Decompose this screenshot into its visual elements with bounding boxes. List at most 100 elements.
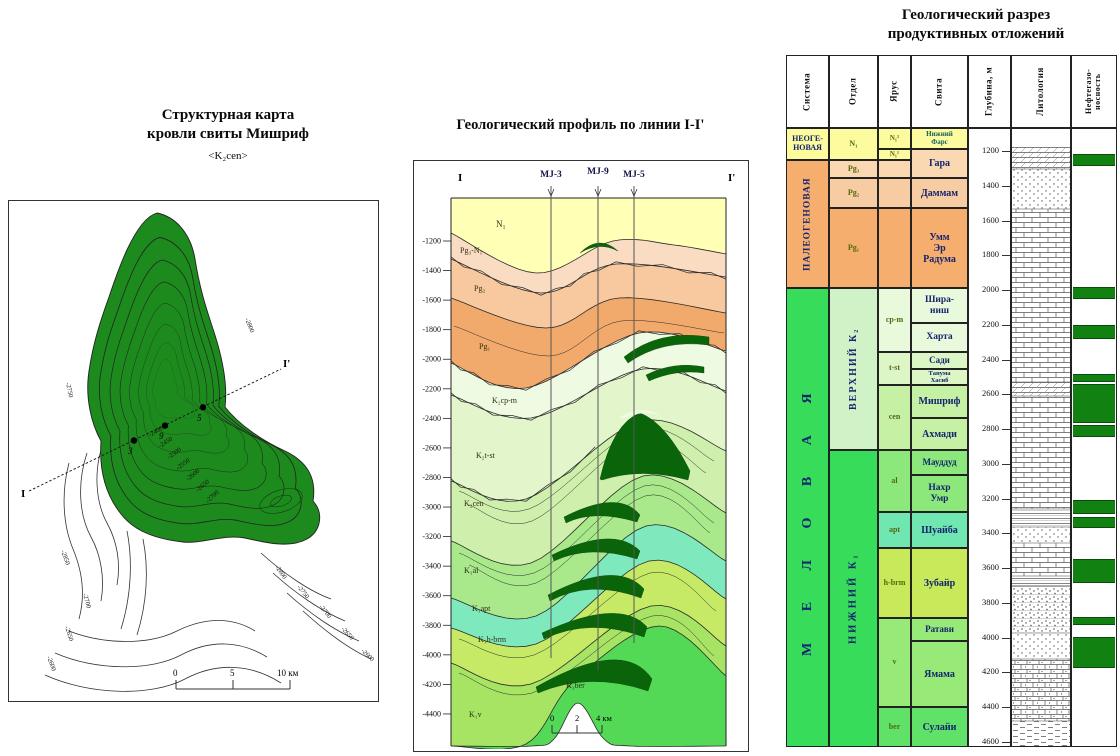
otdel-upper-k2: ВЕРХНИЙ К₂ xyxy=(829,288,878,450)
depth-tick-label: 3600 xyxy=(982,562,999,573)
depth-tick-label: 3400 xyxy=(982,527,999,538)
col-header-litologia: Литология xyxy=(1011,55,1071,128)
yarus-tst: t-st xyxy=(878,352,911,385)
reservoir-lenses xyxy=(535,242,710,694)
oil-gas-bar xyxy=(1073,154,1115,166)
profile-scale-4: 4 км xyxy=(596,713,613,723)
yarus-ber: ber xyxy=(878,707,911,747)
depth-tick-line xyxy=(1002,185,1010,187)
structural-map-svg: 3 9 5 I I' 0 5 10 км -2400-2450-2500-255… xyxy=(21,212,375,692)
depth-tick-line xyxy=(1002,672,1010,674)
depth-tick-line xyxy=(1002,220,1010,222)
depth-tick-label: 1200 xyxy=(982,145,999,155)
well-arrow-icon xyxy=(594,188,602,198)
depth-tick-line xyxy=(1002,498,1010,500)
profile-title: Геологический профиль по линии I-I' xyxy=(456,117,705,133)
depth-tick-label: 3800 xyxy=(982,596,999,607)
depth-tick-line xyxy=(1002,359,1010,361)
profile-depth-label: -2400 xyxy=(422,414,441,423)
svita-yamama: Ямама xyxy=(911,641,968,707)
layer-label-pg2: Pg₂ xyxy=(474,284,485,293)
profile-depth-label: -2600 xyxy=(422,443,441,452)
well-dot-9 xyxy=(161,422,169,429)
svita-mauddud: Мауддуд xyxy=(911,450,968,475)
profile-scale-0: 0 xyxy=(550,713,554,723)
yarus-apt: apt xyxy=(878,512,911,548)
oil-gas-bar xyxy=(1073,286,1115,299)
profile-wells: MJ-3 MJ-9 MJ-5 xyxy=(540,167,645,671)
svita-ahmadi: Ахмади xyxy=(911,418,968,450)
layer-label-k1ber: K₁ber xyxy=(566,681,585,690)
map-title: Структурная карта кровли свиты Мишриф xyxy=(147,107,309,142)
depth-tick-label: 1800 xyxy=(982,249,999,260)
yarus-n12: N₁² xyxy=(878,128,911,149)
depth-tick-label: 1400 xyxy=(982,179,999,190)
otdel-lower-k1: НИЖНИЙ К₁ xyxy=(829,450,878,747)
layer-boundary-line xyxy=(450,474,727,566)
profile-scale-2: 2 xyxy=(575,713,579,723)
svita-fars: Нижний Фарс xyxy=(911,128,968,149)
depth-tick-label: 4400 xyxy=(982,701,999,712)
yarus-cpm: cp-m xyxy=(878,288,911,352)
otdel-pg2: Pg₂ xyxy=(829,178,878,208)
otdel-pg1: Pg₁ xyxy=(829,208,878,288)
svita-sulaiy: Сулайи xyxy=(911,707,968,747)
depth-tick-label: 1600 xyxy=(982,214,999,225)
depth-axis: -1200 -1400 -1600 -1800 -2000 -2200 -2400 -2600… xyxy=(422,237,451,718)
svita-nahr-umr: Нахр Умр xyxy=(911,475,968,512)
system-cretaceous: М Е Л О В А Я xyxy=(786,288,829,747)
profile-scale-bar xyxy=(551,725,603,734)
strat-band xyxy=(451,259,726,328)
depth-tick-line xyxy=(1002,394,1010,396)
depth-tick-line xyxy=(1002,290,1010,292)
contour-label: -2600 xyxy=(45,655,57,672)
minor-boundary-line xyxy=(458,484,715,576)
unconformity-zigzag-line xyxy=(450,256,727,296)
map-wells: 3 9 5 xyxy=(127,404,207,456)
col-header-otdel: Отдел xyxy=(829,55,878,128)
layer-label-k2tst: K₂t-st xyxy=(476,451,496,460)
svita-mishrif: Мишриф xyxy=(911,385,968,418)
layer-boundary-line xyxy=(450,604,727,687)
section-line xyxy=(28,368,282,492)
oil-gas-bar xyxy=(1073,636,1115,669)
contour-label: -2650 xyxy=(63,625,74,642)
col-header-neftegazonosnost: Нефтегазо- носность xyxy=(1071,55,1117,128)
structural-map-panel: 3 9 5 I I' 0 5 10 км -2400 -2450 -2500 -255… xyxy=(8,200,379,702)
unconformity-zigzag-line xyxy=(450,446,596,502)
layer-label-pg1: Pg₁ xyxy=(479,342,490,351)
map-scale-10: 10 км xyxy=(277,668,299,678)
yarus-cell-empty xyxy=(878,208,911,288)
strat-title: Геологический разрез продуктивных отложе… xyxy=(887,7,1065,42)
layer-label-k1apt: K₁apt xyxy=(472,604,491,613)
crest-cap xyxy=(620,409,660,419)
svita-dammam: Даммам xyxy=(911,178,968,208)
map-scale-bar xyxy=(175,680,291,690)
depth-tick-label: 4600 xyxy=(982,735,999,746)
depth-tick-label: 4200 xyxy=(982,666,999,677)
layer-boundary-line xyxy=(450,232,727,274)
depth-tick-label: 2600 xyxy=(982,388,999,399)
map-subtitle: <K₂cen> xyxy=(208,150,248,162)
otdel-n1: N₁ xyxy=(829,128,878,160)
depth-tick-line xyxy=(1002,151,1010,152)
col-header-yarus: Ярус xyxy=(878,55,911,128)
svita-sadi: Сади xyxy=(911,352,968,369)
minor-boundary-line xyxy=(468,494,711,587)
profile-depth-label: -3800 xyxy=(422,621,441,630)
minor-boundary-line xyxy=(458,615,715,696)
system-paleogene: ПАЛЕОГЕНОВАЯ xyxy=(786,160,829,288)
well-arrow-icon xyxy=(547,188,555,198)
layer-labels: N₁ Pg₃-N₁ Pg₂ Pg₁ K₂cp-m K₂t-st K₂cen K₁… xyxy=(460,219,585,719)
layer-label-k2cen: K₂cen xyxy=(464,499,484,508)
contour-label: -2750 xyxy=(295,584,310,600)
svita-harta: Харта xyxy=(911,323,968,352)
depth-tick-label: 3000 xyxy=(982,457,999,468)
well-dot-3 xyxy=(130,437,138,444)
depth-tick-line xyxy=(1002,637,1010,639)
contour-label: -2700 xyxy=(317,604,332,620)
strat-band xyxy=(451,297,726,389)
yarus-cen: cen xyxy=(878,385,911,450)
profile-depth-label: -2200 xyxy=(422,384,441,393)
